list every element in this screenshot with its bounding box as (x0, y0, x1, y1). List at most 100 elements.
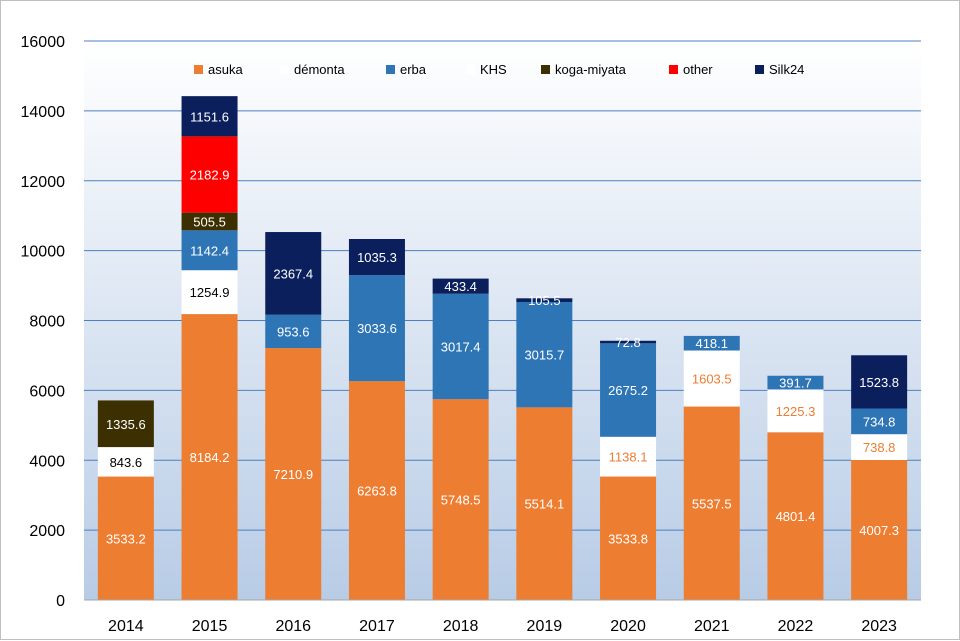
data-label-silk24-2023: 1523.8 (859, 375, 899, 390)
data-label-koga-miyata-2014: 1335.6 (106, 417, 146, 432)
x-tick-label: 2016 (275, 618, 311, 635)
x-tick-label: 2014 (108, 618, 144, 635)
legend-item-silk24: Silk24 (755, 62, 804, 77)
data-label-khs-2020: 1138.1 (609, 450, 648, 465)
bar-erba-2021 (683, 335, 740, 351)
data-label-khs-2022: 1225.3 (776, 404, 816, 419)
data-label-erba-2016: 953.6 (277, 324, 310, 339)
data-label-silk24-2016: 2367.4 (273, 266, 313, 281)
legend-item-asuka: asuka (194, 62, 243, 77)
legend-swatch-d-monta (280, 65, 289, 74)
bar-khs-2021 (683, 350, 740, 407)
x-tick-label: 2023 (861, 618, 897, 635)
bar-asuka-2018 (432, 399, 489, 600)
bar-silk24-2016 (265, 232, 322, 315)
data-label-khs-2023: 738.8 (863, 440, 896, 455)
x-tick-label: 2022 (778, 618, 814, 635)
bar-silk24-2018 (432, 278, 489, 294)
bar-erba-2019 (516, 301, 573, 408)
bar-erba-2023 (851, 408, 908, 435)
legend-item-khs: KHS (466, 62, 507, 77)
legend-label-d-monta: démonta (294, 62, 345, 77)
bar-asuka-2014 (97, 476, 154, 600)
y-tick-label: 0 (56, 593, 65, 610)
bar-d-monta-2014 (97, 447, 154, 477)
data-label-asuka-2017: 6263.8 (357, 484, 397, 499)
bar-erba-2022 (767, 375, 824, 390)
bar-koga-miyata-2014 (97, 400, 154, 448)
legend-swatch-erba (386, 65, 395, 74)
y-tick-label: 8000 (29, 314, 65, 331)
y-tick-label: 4000 (29, 453, 65, 470)
bar-silk24-2019 (516, 298, 573, 302)
data-label-erba-2018: 3017.4 (441, 339, 481, 354)
bar-asuka-2015 (181, 314, 238, 600)
data-label-erba-2017: 3033.6 (357, 321, 397, 336)
legend-label-asuka: asuka (208, 62, 243, 77)
data-label-erba-2022: 391.7 (779, 376, 812, 391)
bar-erba-2017 (348, 275, 405, 382)
data-label-silk24-2015: 1151.6 (190, 109, 229, 124)
bar-khs-2023 (851, 434, 908, 460)
data-label-erba-2021: 418.1 (695, 336, 728, 351)
x-tick-label: 2015 (192, 618, 228, 635)
data-label-asuka-2019: 5514.1 (524, 497, 564, 512)
bar-silk24-2015 (181, 96, 238, 137)
bar-other-2015 (181, 136, 238, 213)
data-label-silk24-2019: 105.5 (528, 293, 561, 308)
data-label-silk24-2020: 72.8 (615, 335, 640, 350)
y-tick-label: 2000 (29, 523, 65, 540)
legend-label-khs: KHS (480, 62, 507, 77)
data-label-erba-2023: 734.8 (863, 414, 896, 429)
data-labels: 3533.2 843.6 1335.6 8184.2 1254.9 1142.4 505.5… (106, 109, 899, 546)
legend-item-other: other (669, 62, 713, 77)
data-label-asuka-2022: 4801.4 (776, 509, 816, 524)
y-tick-label: 10000 (21, 244, 66, 261)
axes: 0 2000 4000 6000 8000 10000 12000 14000 16000 201… (21, 34, 921, 635)
data-label-asuka-2014: 3533.2 (106, 531, 146, 546)
data-label-asuka-2018: 5748.5 (441, 493, 481, 508)
bar-asuka-2023 (851, 459, 908, 600)
data-label-asuka-2020: 3533.8 (608, 531, 648, 546)
x-tick-label: 2021 (694, 618, 730, 635)
legend-swatch-asuka (194, 65, 203, 74)
legend-swatch-khs (466, 65, 475, 74)
bar-erba-2018 (432, 293, 489, 400)
data-label-khs-2021: 1603.5 (692, 372, 732, 387)
legend-label-erba: erba (400, 62, 427, 77)
bars (97, 96, 908, 600)
legend-label-other: other (683, 62, 713, 77)
data-label-erba-2019: 3015.7 (524, 348, 564, 363)
bar-khs-2020 (600, 436, 657, 477)
bar-asuka-2016 (265, 348, 322, 600)
bar-silk24-2017 (348, 239, 405, 276)
bar-d-monta-2015 (181, 270, 238, 315)
bar-khs-2022 (767, 389, 824, 433)
y-tick-label: 6000 (29, 383, 65, 400)
bar-erba-2016 (265, 314, 322, 349)
data-label-erba-2015: 1142.4 (190, 243, 229, 258)
bar-asuka-2020 (600, 476, 657, 600)
bar-asuka-2019 (516, 407, 573, 600)
data-label-erba-2020: 2675.2 (608, 383, 648, 398)
legend-swatch-koga-miyata (541, 65, 550, 74)
y-tick-label: 16000 (21, 34, 66, 51)
bar-asuka-2021 (683, 406, 740, 600)
data-label-silk24-2017: 1035.3 (357, 250, 397, 265)
data-label-asuka-2023: 4007.3 (859, 523, 899, 538)
data-label-d-monta-2015: 1254.9 (190, 285, 230, 300)
bar-asuka-2022 (767, 432, 824, 600)
bar-silk24-2020 (600, 340, 657, 344)
data-label-d-monta-2014: 843.6 (110, 455, 143, 470)
data-label-silk24-2018: 433.4 (444, 279, 477, 294)
y-tick-label: 14000 (21, 104, 66, 121)
data-label-other-2015: 2182.9 (190, 168, 230, 183)
legend-label-koga-miyata: koga-miyata (555, 62, 627, 77)
bar-koga-miyata-2015 (181, 212, 238, 231)
x-tick-label: 2020 (610, 618, 646, 635)
legend-item-erba: erba (386, 62, 427, 77)
data-label-asuka-2016: 7210.9 (273, 467, 313, 482)
legend-swatch-other (669, 65, 678, 74)
